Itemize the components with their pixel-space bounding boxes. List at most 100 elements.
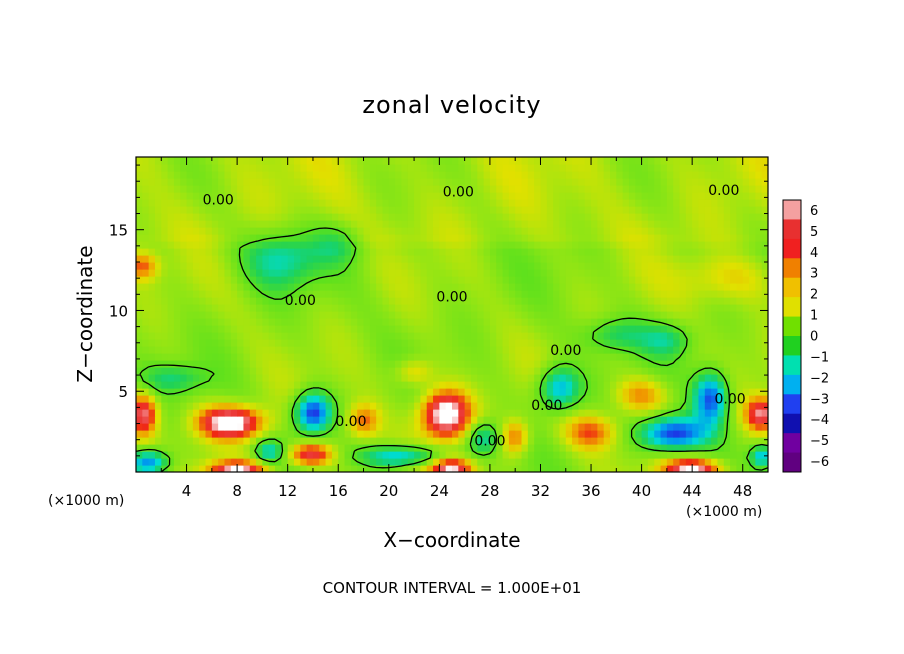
field-cell <box>470 332 478 340</box>
field-cell <box>565 458 573 466</box>
field-cell <box>660 325 668 333</box>
field-cell <box>679 332 687 340</box>
field-cell <box>565 451 573 459</box>
field-cell <box>237 374 245 382</box>
field-cell <box>647 304 655 312</box>
field-cell <box>521 248 529 256</box>
field-cell <box>666 416 674 424</box>
field-cell <box>635 374 643 382</box>
field-cell <box>287 164 295 172</box>
field-cell <box>730 360 737 368</box>
field-cell <box>167 388 175 396</box>
field-cell <box>357 451 365 459</box>
field-cell <box>565 276 573 284</box>
field-cell <box>572 297 579 305</box>
field-cell <box>559 374 567 382</box>
field-cell <box>527 318 535 326</box>
colorbar-swatch <box>783 374 801 395</box>
field-cell <box>622 430 630 438</box>
field-cell <box>142 290 150 298</box>
field-cell <box>496 157 504 165</box>
field-cell <box>376 353 384 361</box>
field-cell <box>755 192 763 200</box>
field-cell <box>218 164 226 172</box>
field-cell <box>685 164 693 172</box>
field-cell <box>603 297 611 305</box>
field-cell <box>382 451 390 459</box>
field-cell <box>666 255 674 263</box>
field-cell <box>452 346 459 354</box>
field-cell <box>363 248 371 256</box>
field-cell <box>477 213 485 221</box>
field-cell <box>388 185 396 193</box>
field-cell <box>338 248 346 256</box>
field-cell <box>622 444 630 452</box>
field-cell <box>755 381 763 389</box>
field-cell <box>534 297 542 305</box>
field-cell <box>711 311 719 319</box>
field-cell <box>540 437 548 445</box>
field-cell <box>572 430 579 438</box>
field-cell <box>685 290 693 298</box>
field-cell <box>489 367 497 375</box>
field-cell <box>597 353 605 361</box>
field-cell <box>603 402 611 410</box>
field-cell <box>300 395 308 403</box>
field-cell <box>243 444 251 452</box>
field-cell <box>420 192 428 200</box>
field-cell <box>597 423 605 431</box>
field-cell <box>723 353 731 361</box>
field-cell <box>527 458 535 466</box>
field-cell <box>591 346 598 354</box>
field-cell <box>711 444 719 452</box>
field-cell <box>331 276 339 284</box>
field-cell <box>357 409 365 417</box>
field-cell <box>205 276 213 284</box>
field-cell <box>363 367 371 375</box>
field-cell <box>344 164 352 172</box>
field-cell <box>376 465 384 472</box>
field-cell <box>161 458 169 466</box>
field-cell <box>312 465 320 472</box>
field-cell <box>325 409 333 417</box>
field-cell <box>711 318 719 326</box>
field-cell <box>294 164 301 172</box>
field-cell <box>319 255 327 263</box>
field-cell <box>730 304 737 312</box>
field-cell <box>647 269 655 277</box>
field-cell <box>395 360 403 368</box>
field-cell <box>647 171 655 179</box>
field-cell <box>439 276 447 284</box>
field-cell <box>388 395 396 403</box>
field-cell <box>755 444 763 452</box>
field-cell <box>312 304 320 312</box>
field-cell <box>249 346 257 354</box>
field-cell <box>477 269 485 277</box>
field-cell <box>452 171 459 179</box>
field-cell <box>294 381 301 389</box>
field-cell <box>597 451 605 459</box>
field-cell <box>742 402 750 410</box>
field-cell <box>483 353 491 361</box>
field-cell <box>584 458 592 466</box>
field-cell <box>148 325 156 333</box>
field-cell <box>357 388 365 396</box>
field-cell <box>243 227 251 235</box>
field-cell <box>167 164 175 172</box>
field-cell <box>287 213 295 221</box>
field-cell <box>496 332 504 340</box>
field-cell <box>666 367 674 375</box>
field-cell <box>628 171 636 179</box>
field-cell <box>344 346 352 354</box>
field-cell <box>445 374 453 382</box>
field-cell <box>262 255 270 263</box>
field-cell <box>572 437 579 445</box>
field-cell <box>312 171 320 179</box>
field-cell <box>414 185 421 193</box>
field-cell <box>660 241 668 249</box>
field-cell <box>534 192 542 200</box>
field-cell <box>483 220 491 228</box>
field-cell <box>685 213 693 221</box>
field-cell <box>388 283 396 291</box>
